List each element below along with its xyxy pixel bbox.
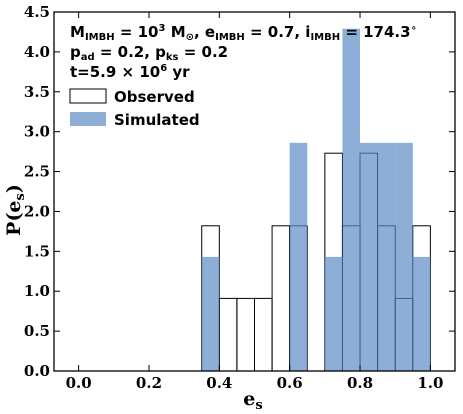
simulated-bar-0 (201, 256, 220, 371)
annot-t-exp: 6 (160, 63, 167, 74)
legend-swatch-simulated (70, 112, 106, 126)
observed-bar-1 (218, 297, 238, 372)
x-axis-label-main: e (243, 388, 255, 410)
annot-p1-val: = 0.2, p (95, 43, 167, 61)
annotation-line-1: MIMBH = 103 M⊙, eIMBH = 0.7, iIMBH = 174… (70, 23, 417, 43)
annot-eq1: = 10 (115, 23, 159, 41)
x-axis-label-sub: s (255, 398, 262, 413)
y-tick-label-1: 0.5 (24, 322, 50, 340)
y-tick-label-0: 0.0 (24, 362, 50, 380)
annot-exp: 3 (159, 23, 166, 34)
annot-p2-val: = 0.2 (179, 43, 229, 61)
observed-bar-3 (254, 297, 273, 372)
annot-msun: M (165, 23, 185, 41)
x-tick-label-0: 0.0 (66, 374, 92, 392)
x-tick-label-1: 0.2 (136, 374, 162, 392)
y-axis-label: P(es) (3, 184, 28, 236)
plot-frame (53, 11, 456, 372)
simulated-bar-3 (342, 28, 361, 372)
legend-label-simulated: Simulated (114, 111, 200, 129)
legend: Observed Simulated (69, 88, 200, 129)
y-axis-label-close: ) (3, 184, 25, 193)
y-axis-label-sub: s (13, 193, 28, 200)
annot-t: t=5.9 × 10 (70, 63, 160, 81)
y-tick-label-6: 3.0 (24, 123, 50, 141)
y-tick-label-4: 2.0 (24, 202, 50, 220)
annot-e-sub: IMBH (215, 32, 245, 43)
annot-p1-sub: ad (81, 52, 95, 63)
annotation-line-3: t=5.9 × 106 yr (70, 63, 190, 81)
annot-i-sub: IMBH (310, 32, 340, 43)
annot-i-val: = 174.3 (340, 23, 410, 41)
simulated-bars (201, 28, 431, 372)
annot-deg: ∘ (411, 23, 417, 34)
annot-m: M (70, 23, 85, 41)
y-tick-label-3: 1.5 (24, 242, 50, 260)
x-tick-label-5: 1.0 (417, 374, 443, 392)
simulated-bar-6 (395, 142, 413, 371)
annot-p2-sub: ks (166, 52, 179, 63)
x-tick-label-3: 0.6 (277, 374, 303, 392)
annot-p1: p (70, 43, 81, 61)
x-tick-label-2: 0.4 (206, 374, 232, 392)
x-axis-label: es (243, 388, 262, 413)
y-tick-label-7: 3.5 (24, 83, 50, 101)
y-tick-label-8: 4.0 (24, 43, 50, 61)
x-tick-label-4: 0.8 (347, 374, 373, 392)
y-tick-label-2: 1.0 (24, 282, 50, 300)
annot-t-unit: yr (167, 63, 190, 81)
simulated-bar-2 (324, 256, 343, 371)
y-axis-label-main: P(e (3, 200, 25, 235)
simulated-bar-4 (360, 142, 378, 371)
simulated-bar-1 (289, 142, 308, 371)
observed-bar-4 (271, 225, 291, 372)
simulated-bar-5 (377, 142, 396, 371)
y-tick-label-5: 2.5 (24, 163, 50, 181)
simulated-bar-7 (412, 256, 431, 371)
annotation: MIMBH = 103 M⊙, eIMBH = 0.7, iIMBH = 174… (70, 23, 417, 81)
legend-label-observed: Observed (114, 88, 195, 106)
annotation-line-2: pad = 0.2, pks = 0.2 (70, 43, 228, 63)
observed-bar-2 (236, 297, 255, 372)
legend-swatch-observed (69, 88, 107, 104)
annot-sun: ⊙ (186, 32, 194, 43)
annot-e: , e (194, 23, 215, 41)
axis-ticks: 0.0 0.2 0.4 0.6 0.8 1.0 0.0 0.5 1.0 1.5 2.0 2.5 3.0 3… (24, 3, 455, 392)
y-tick-label-9: 4.5 (24, 3, 50, 21)
annot-e-val: = 0.7, i (245, 23, 311, 41)
annot-m-sub: IMBH (85, 32, 115, 43)
